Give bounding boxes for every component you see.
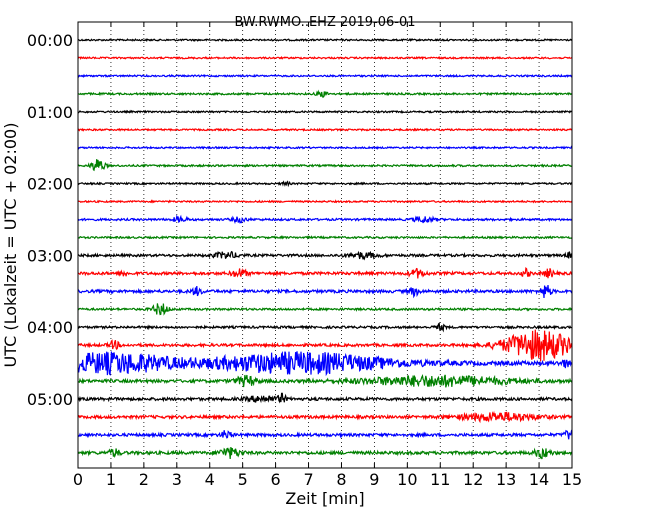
y-axis-ticks: 00:00 01:00 02:00 03:00 04:00 05:00	[27, 31, 73, 409]
trace-0445	[77, 373, 573, 388]
trace-0430	[77, 350, 572, 377]
trace-0000	[77, 37, 573, 43]
trace-0015	[77, 55, 573, 61]
x-tick-label: 10	[397, 470, 417, 489]
plot-frame	[77, 21, 573, 469]
trace-0130	[77, 145, 573, 151]
trace-0330	[77, 285, 573, 299]
trace-0315	[77, 267, 573, 279]
trace-0115	[77, 127, 573, 132]
x-tick-label: 3	[172, 470, 182, 489]
trace-0030	[77, 73, 573, 79]
trace-0530	[77, 429, 573, 440]
trace-0500	[77, 392, 573, 404]
x-tick-label: 1	[106, 470, 116, 489]
y-tick-label: 04:00	[27, 318, 73, 337]
trace-0200	[77, 180, 573, 188]
y-tick-label: 01:00	[27, 103, 73, 122]
x-tick-label: 0	[73, 470, 83, 489]
seismic-traces	[77, 37, 573, 460]
trace-0400	[77, 321, 572, 333]
trace-0545	[77, 446, 572, 460]
x-tick-label: 9	[369, 470, 379, 489]
trace-0230	[77, 214, 573, 225]
x-tick-label: 2	[139, 470, 149, 489]
trace-0300	[77, 250, 573, 261]
x-tick-label: 15	[562, 470, 582, 489]
x-tick-label: 13	[496, 470, 516, 489]
y-axis-label: UTC (Lokalzeit = UTC + 02:00)	[1, 123, 20, 368]
x-tick-label: 8	[336, 470, 346, 489]
y-tick-label: 05:00	[27, 390, 73, 409]
y-tick-label: 02:00	[27, 175, 73, 194]
trace-0100	[77, 109, 573, 114]
x-tick-label: 12	[463, 470, 483, 489]
x-tick-label: 5	[238, 470, 248, 489]
x-axis-ticks: 0 1 2 3 4 5 6 7 8 9 10 11 12 13 14 15	[73, 22, 582, 489]
trace-0345	[77, 303, 573, 316]
trace-0045	[77, 89, 573, 99]
x-tick-label: 14	[529, 470, 549, 489]
x-tick-label: 6	[271, 470, 281, 489]
trace-0515	[77, 410, 573, 424]
y-tick-label: 03:00	[27, 246, 73, 265]
trace-0145	[77, 159, 573, 172]
trace-0215	[77, 199, 573, 204]
trace-0415	[77, 329, 573, 362]
x-tick-label: 4	[205, 470, 215, 489]
y-tick-label: 00:00	[27, 31, 73, 50]
x-tick-label: 11	[430, 470, 450, 489]
trace-0245	[78, 235, 573, 240]
x-axis-label: Zeit [min]	[285, 489, 364, 508]
x-tick-label: 7	[303, 470, 313, 489]
